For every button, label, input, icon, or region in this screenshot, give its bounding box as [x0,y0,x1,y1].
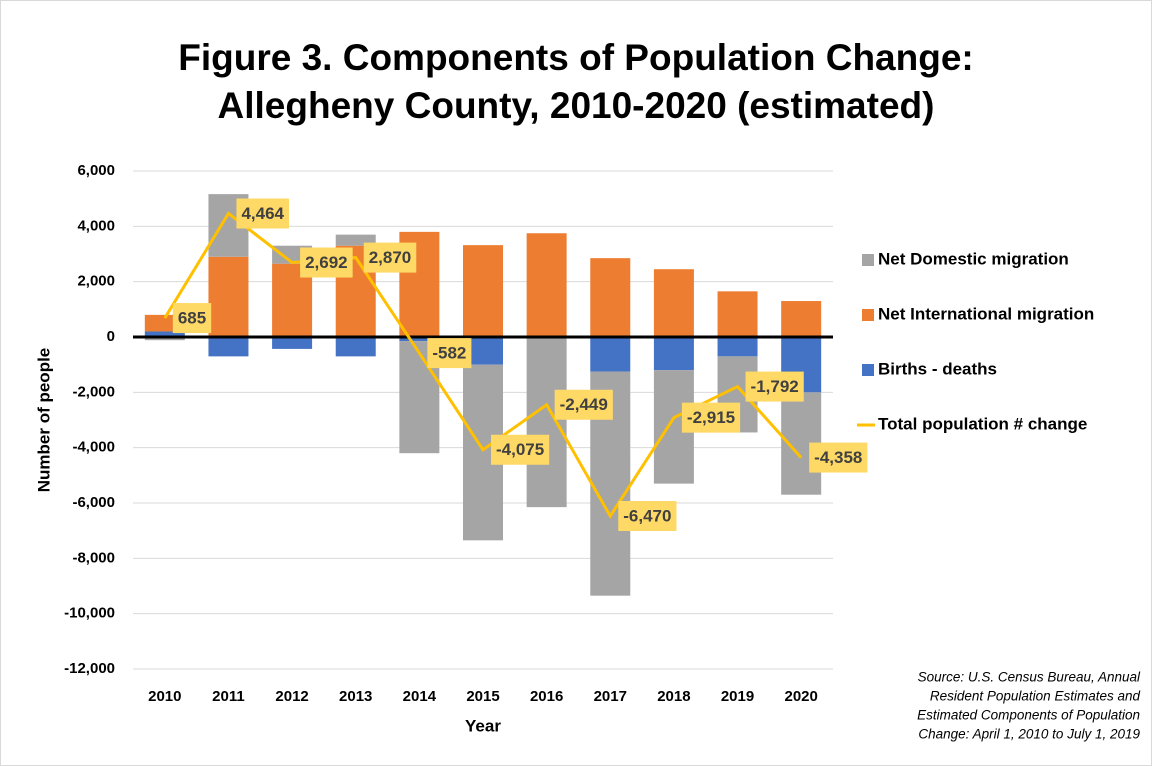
legend-label: Net International migration [878,304,1094,323]
source: Source: U.S. Census Bureau, Annual [918,670,1141,685]
legend-label: Net Domestic migration [878,249,1069,268]
x-tick-label: 2011 [212,688,245,705]
data-label-text: -2,449 [560,395,608,414]
data-label: 2,870 [363,242,417,273]
data-label: -4,358 [809,442,868,473]
y-tick-label: -2,000 [72,383,115,400]
data-label-box [681,402,741,433]
data-label-text: 2,870 [369,248,412,267]
data-label-text: -4,075 [496,440,544,459]
chart-title: Figure 3. Components of Population Chang… [178,37,973,78]
x-tick-label: 2016 [530,688,563,705]
data-label-box [427,338,472,369]
bar [463,245,503,337]
data-label-text: -6,470 [623,506,671,525]
bar [399,337,440,342]
data-label-box [745,371,804,402]
legend-swatch [862,309,874,321]
source: Resident Population Estimates and [930,689,1141,704]
data-label-box [809,442,868,473]
x-axis-label: Year [465,716,501,735]
x-tick-label: 2010 [148,688,181,705]
data-label: -4,075 [491,434,550,465]
data-label-box [363,242,417,273]
y-tick-label: 2,000 [77,273,115,290]
y-tick-label: 6,000 [77,162,115,179]
legend-label: Births - deaths [878,359,997,378]
data-label-box [236,198,290,229]
bar [208,256,249,337]
data-label-text: 685 [178,309,206,328]
data-label-text: 2,692 [305,253,348,272]
bar [590,258,631,337]
data-label-text: -582 [432,344,466,363]
data-label: -2,915 [681,402,741,433]
data-label-text: -4,358 [814,448,862,467]
x-tick-label: 2017 [594,688,627,705]
x-tick-label: 2019 [721,688,754,705]
y-tick-label: -4,000 [72,439,115,456]
y-tick-label: -6,000 [72,494,115,511]
data-label: 4,464 [236,198,290,229]
data-label-box [618,501,677,532]
data-label-box [172,303,212,334]
bar [335,337,376,357]
data-label-box [300,247,353,278]
bar [781,301,822,337]
data-label: 685 [172,303,212,334]
x-tick-label: 2018 [657,688,690,705]
legend-swatch [862,364,874,376]
bar [653,337,694,371]
bar [144,331,185,337]
data-label: -6,470 [618,501,677,532]
bar [272,337,313,349]
data-label: -2,449 [554,389,613,420]
chart-title: Allegheny County, 2010-2020 (estimated) [218,85,935,126]
legend-label: Total population # change [878,414,1087,433]
bar [335,234,376,246]
y-tick-label: 4,000 [77,217,115,234]
bar [526,338,567,508]
data-label-text: -1,792 [751,377,799,396]
bar [208,337,249,357]
x-tick-label: 2015 [466,688,499,705]
bar [526,233,567,337]
bar [717,337,758,357]
data-label-box [554,389,613,420]
y-axis-label: Number of people [34,348,53,493]
y-tick-label: -10,000 [64,605,115,622]
y-tick-label: -12,000 [64,660,115,677]
source: Estimated Components of Population [917,708,1140,723]
data-label-box [491,434,550,465]
bar [144,337,185,341]
x-tick-label: 2013 [339,688,372,705]
x-tick-label: 2012 [275,688,308,705]
data-label: -582 [427,338,472,369]
x-tick-label: 2020 [784,688,817,705]
bar [717,291,758,337]
source: Change: April 1, 2010 to July 1, 2019 [918,727,1140,742]
data-label-text: 4,464 [241,204,284,223]
y-tick-label: -8,000 [72,549,115,566]
data-label: 2,692 [300,247,353,278]
bar [653,269,694,337]
x-tick-label: 2014 [403,688,437,705]
y-tick-label: 0 [107,328,115,345]
data-label-text: -2,915 [687,408,735,427]
legend-swatch [862,254,874,266]
bar [590,337,631,372]
data-label: -1,792 [745,371,804,402]
